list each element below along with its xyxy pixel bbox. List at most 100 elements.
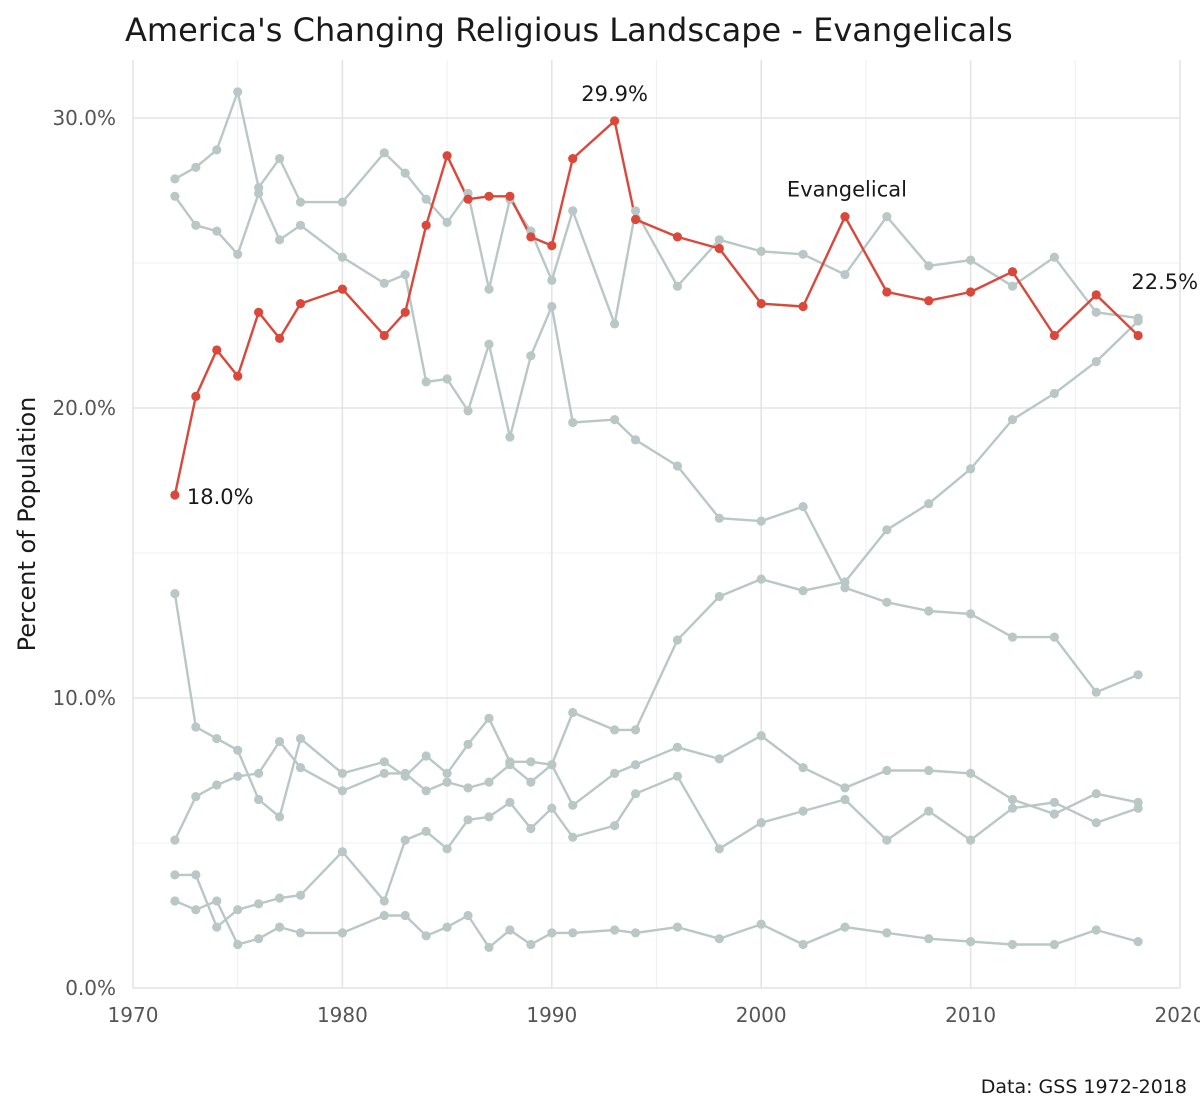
data-point-other [379,896,389,906]
annotation-label: 22.5% [1131,270,1198,294]
data-point-other [505,760,515,770]
data-point-other [840,794,850,805]
data-point-other [170,589,180,599]
data-point-other [966,609,976,619]
data-point-other [1091,307,1101,317]
data-point-other [1133,316,1143,326]
data-point-evangelical [924,296,934,306]
data-point-other [610,725,620,735]
data-point-other [274,812,285,822]
data-point-evangelical [442,151,452,161]
data-point-other [274,235,285,245]
x-tick-label: 2000 [736,1003,787,1027]
data-point-other [924,606,934,616]
data-point-other [630,760,641,770]
data-point-other [463,815,473,825]
y-tick-label: 10.0% [52,686,116,710]
data-point-other [568,707,578,718]
data-point-other [882,928,892,938]
data-point-other [966,768,976,779]
data-point-other [337,847,347,857]
data-point-other [379,278,389,288]
x-tick-label: 1980 [317,1003,368,1027]
data-point-other [672,742,683,752]
data-point-other [274,893,285,903]
data-point-other [798,249,808,259]
annotation-label: 29.9% [581,82,648,106]
data-point-other [1133,803,1143,813]
data-point-other [1049,939,1059,950]
series-line-other [174,90,1139,326]
data-point-evangelical [1007,267,1018,277]
data-point-other [295,220,306,230]
x-tick-label: 1990 [526,1003,577,1027]
y-tick-label: 30.0% [52,106,116,130]
data-point-other [442,768,452,779]
data-point-other [1049,252,1059,262]
data-point-other [924,499,934,509]
data-point-other [400,168,410,178]
data-point-evangelical [274,333,285,343]
series-line-evangelical [173,119,1139,496]
data-point-other [966,835,976,845]
data-point-other [610,768,620,779]
data-point-other [924,261,934,271]
data-point-evangelical [295,299,306,309]
data-point-other [379,757,389,767]
data-point-other [505,797,515,808]
data-point-evangelical [400,307,410,317]
data-point-other [400,910,410,921]
data-point-other [714,754,724,764]
data-point-other [337,768,347,779]
annotations: 18.0% 29.9% Evangelical 22.5% [187,82,1198,509]
data-point-other [379,768,389,779]
data-point-other [966,255,976,265]
data-point-other [379,148,389,158]
data-point-other [254,794,264,805]
data-point-other [484,713,494,723]
data-point-other [714,235,724,245]
data-point-other [630,435,641,445]
data-point-other [610,415,620,425]
data-point-other [337,197,347,207]
data-point-other [212,226,222,236]
data-point-other [547,760,557,770]
data-point-other [1007,794,1018,805]
chart-caption: Data: GSS 1972-2018 [981,1076,1187,1098]
data-point-other [233,87,243,97]
data-point-other [568,417,578,428]
data-point-other [442,844,452,854]
data-point-other [924,934,934,944]
data-point-other [1091,357,1101,367]
data-point-other [672,461,683,471]
data-point-other [526,757,536,767]
data-point-other [672,281,683,291]
data-point-other [1049,632,1059,642]
data-point-other [295,197,306,207]
series-line-other [173,734,1139,841]
data-point-evangelical [233,371,243,381]
data-point-evangelical [212,345,222,355]
data-point-evangelical [1091,290,1101,300]
data-point-other [1049,809,1059,819]
data-point-evangelical [463,194,473,204]
data-point-other [756,246,766,256]
data-point-other [337,928,347,938]
data-point-other [526,823,536,834]
data-point-evangelical [672,232,683,242]
data-point-other [1049,388,1059,399]
data-point-other [191,162,201,172]
data-point-other [630,725,641,735]
data-point-other [630,789,641,799]
y-axis-ticks: 0.0% 10.0% 20.0% 30.0% [52,106,116,1000]
data-point-other [840,922,850,932]
data-point-other [756,818,766,828]
data-point-other [233,771,243,781]
data-point-other [295,928,306,938]
annotation-label: 18.0% [187,485,254,509]
x-tick-label: 2010 [945,1003,996,1027]
data-point-other [630,206,641,216]
data-point-other [1007,803,1018,813]
data-point-other [421,194,431,204]
